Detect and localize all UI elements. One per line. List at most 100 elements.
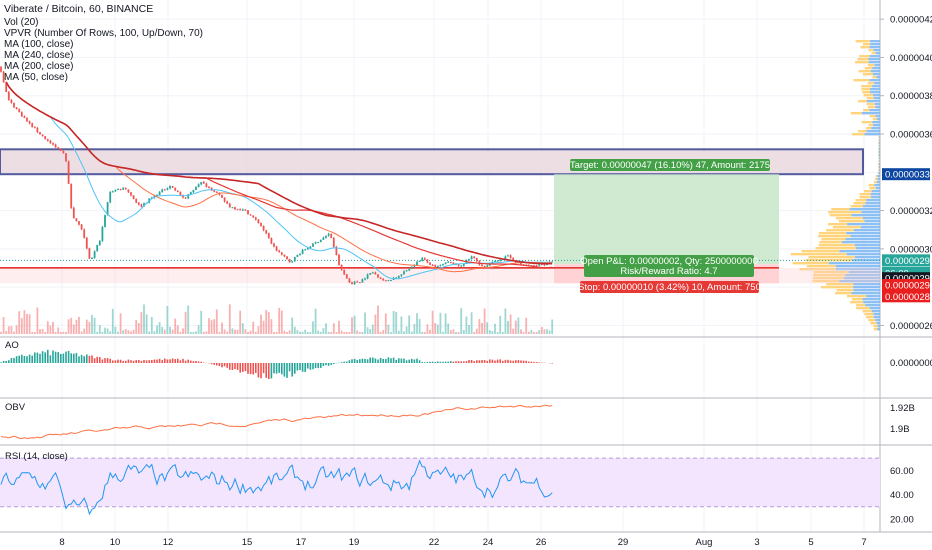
candle-body [205, 183, 208, 188]
ao-bar [10, 358, 13, 363]
volume-bar [366, 327, 369, 334]
ao-bar [457, 361, 460, 363]
ao-bar [455, 361, 457, 363]
candle-body [117, 189, 119, 191]
candle-body [239, 209, 242, 211]
ao-bar [283, 363, 286, 377]
ao-bar [8, 360, 10, 363]
indicator-ma-100[interactable]: MA (100, close) [4, 39, 74, 50]
candle-body [88, 248, 91, 259]
volume-bar [39, 329, 41, 334]
support-line[interactable] [0, 267, 779, 269]
ao-bar [80, 354, 83, 363]
ao-bar [171, 358, 174, 363]
vpvr-down-bar [864, 67, 873, 70]
volume-bar [270, 319, 273, 334]
ao-bar [429, 361, 431, 363]
ao-bar [385, 358, 387, 363]
candle-body [179, 191, 182, 196]
volume-bar [423, 331, 426, 334]
time-tick-label: 7 [861, 537, 866, 548]
ao-bar [75, 353, 78, 363]
vpvr-down-bar [828, 223, 848, 226]
vpvr-up-bar [865, 304, 880, 307]
candle-body [512, 258, 515, 261]
volume-bar [31, 331, 34, 334]
ao-bar [439, 361, 442, 363]
rsi-line[interactable] [0, 459, 553, 516]
indicator-ma-200[interactable]: MA (200, close) [4, 61, 74, 72]
volume-bar [15, 325, 18, 334]
ao-bar [21, 354, 23, 363]
ma-50-line[interactable] [5, 81, 553, 280]
price-tick-label: 0.00000320 [890, 206, 932, 217]
volume-bar [28, 314, 31, 334]
volume-bar [527, 331, 530, 334]
candle-body [124, 187, 127, 190]
price-tag[interactable] [882, 290, 930, 303]
volume-bar [33, 331, 36, 334]
obv-line[interactable] [0, 404, 553, 440]
candle-body [109, 191, 112, 203]
ao-bar [369, 357, 371, 363]
candle-body [101, 226, 104, 241]
volume-bar [507, 320, 509, 334]
vpvr-up-bar [875, 52, 880, 55]
volume-bar [332, 323, 335, 334]
vpvr-up-bar [868, 58, 880, 61]
volume-bar [267, 311, 270, 334]
price-tag[interactable] [882, 254, 930, 267]
vpvr-up-bar [855, 247, 880, 250]
indicator-ma-240[interactable]: MA (240, close) [4, 50, 74, 61]
time-axis[interactable]: 8 10 12 15 17 19 22 24 26 29 Aug 3 5 7 [59, 537, 866, 548]
price-tag[interactable] [882, 279, 930, 291]
candle-body [332, 237, 335, 247]
indicator-vpvr[interactable]: VPVR (Number Of Rows, 100, Up/Down, 70) [4, 28, 203, 39]
volume-bar [434, 323, 437, 334]
candle-body [421, 258, 424, 262]
candle-body [65, 153, 67, 162]
vpvr-down-bar [878, 169, 880, 172]
ao-bar [400, 358, 403, 363]
volume-bar [158, 322, 161, 334]
volume-bar [189, 331, 192, 334]
vpvr-down-bar [850, 112, 862, 115]
volume-bar [387, 324, 390, 334]
ao-bar [15, 356, 18, 363]
vpvr-up-bar [847, 223, 880, 226]
vpvr-up-bar [874, 82, 880, 85]
candle-body [210, 187, 213, 191]
ma-240-line[interactable] [5, 81, 553, 265]
volume-bar [525, 317, 528, 334]
volume-bar [166, 305, 169, 334]
candle-body [83, 229, 86, 238]
volume-bar [405, 326, 408, 334]
target-area[interactable] [554, 174, 779, 265]
volume-bar [548, 330, 551, 334]
indicator-vol[interactable]: Vol (20) [4, 17, 39, 28]
volume-bar [301, 331, 304, 334]
volume-bar [111, 308, 114, 334]
ao-bar [382, 358, 384, 363]
price-axis[interactable]: 0.00000420 0.00000400 0.00000380 0.00000360… [880, 15, 932, 526]
ao-bar [169, 359, 171, 363]
obv-tick: 1.9B [890, 424, 910, 435]
volume-bar [96, 331, 99, 334]
obv-label: OBV [5, 402, 26, 413]
indicator-ma-50[interactable]: MA (50, close) [4, 72, 68, 83]
volume-bar [408, 315, 411, 334]
price-tag[interactable] [882, 168, 930, 181]
candle-body [426, 259, 429, 263]
vpvr-down-bar [878, 136, 880, 139]
ao-bar [481, 360, 483, 363]
volume-bar [351, 317, 353, 334]
candle-body [114, 189, 117, 192]
candle-body [273, 243, 275, 247]
vpvr-down-bar [878, 163, 879, 166]
vpvr-up-bar [878, 151, 880, 154]
rsi-band [0, 458, 880, 507]
ao-bar [525, 360, 527, 363]
vpvr-up-bar [879, 169, 880, 172]
ao-bar [210, 363, 213, 365]
